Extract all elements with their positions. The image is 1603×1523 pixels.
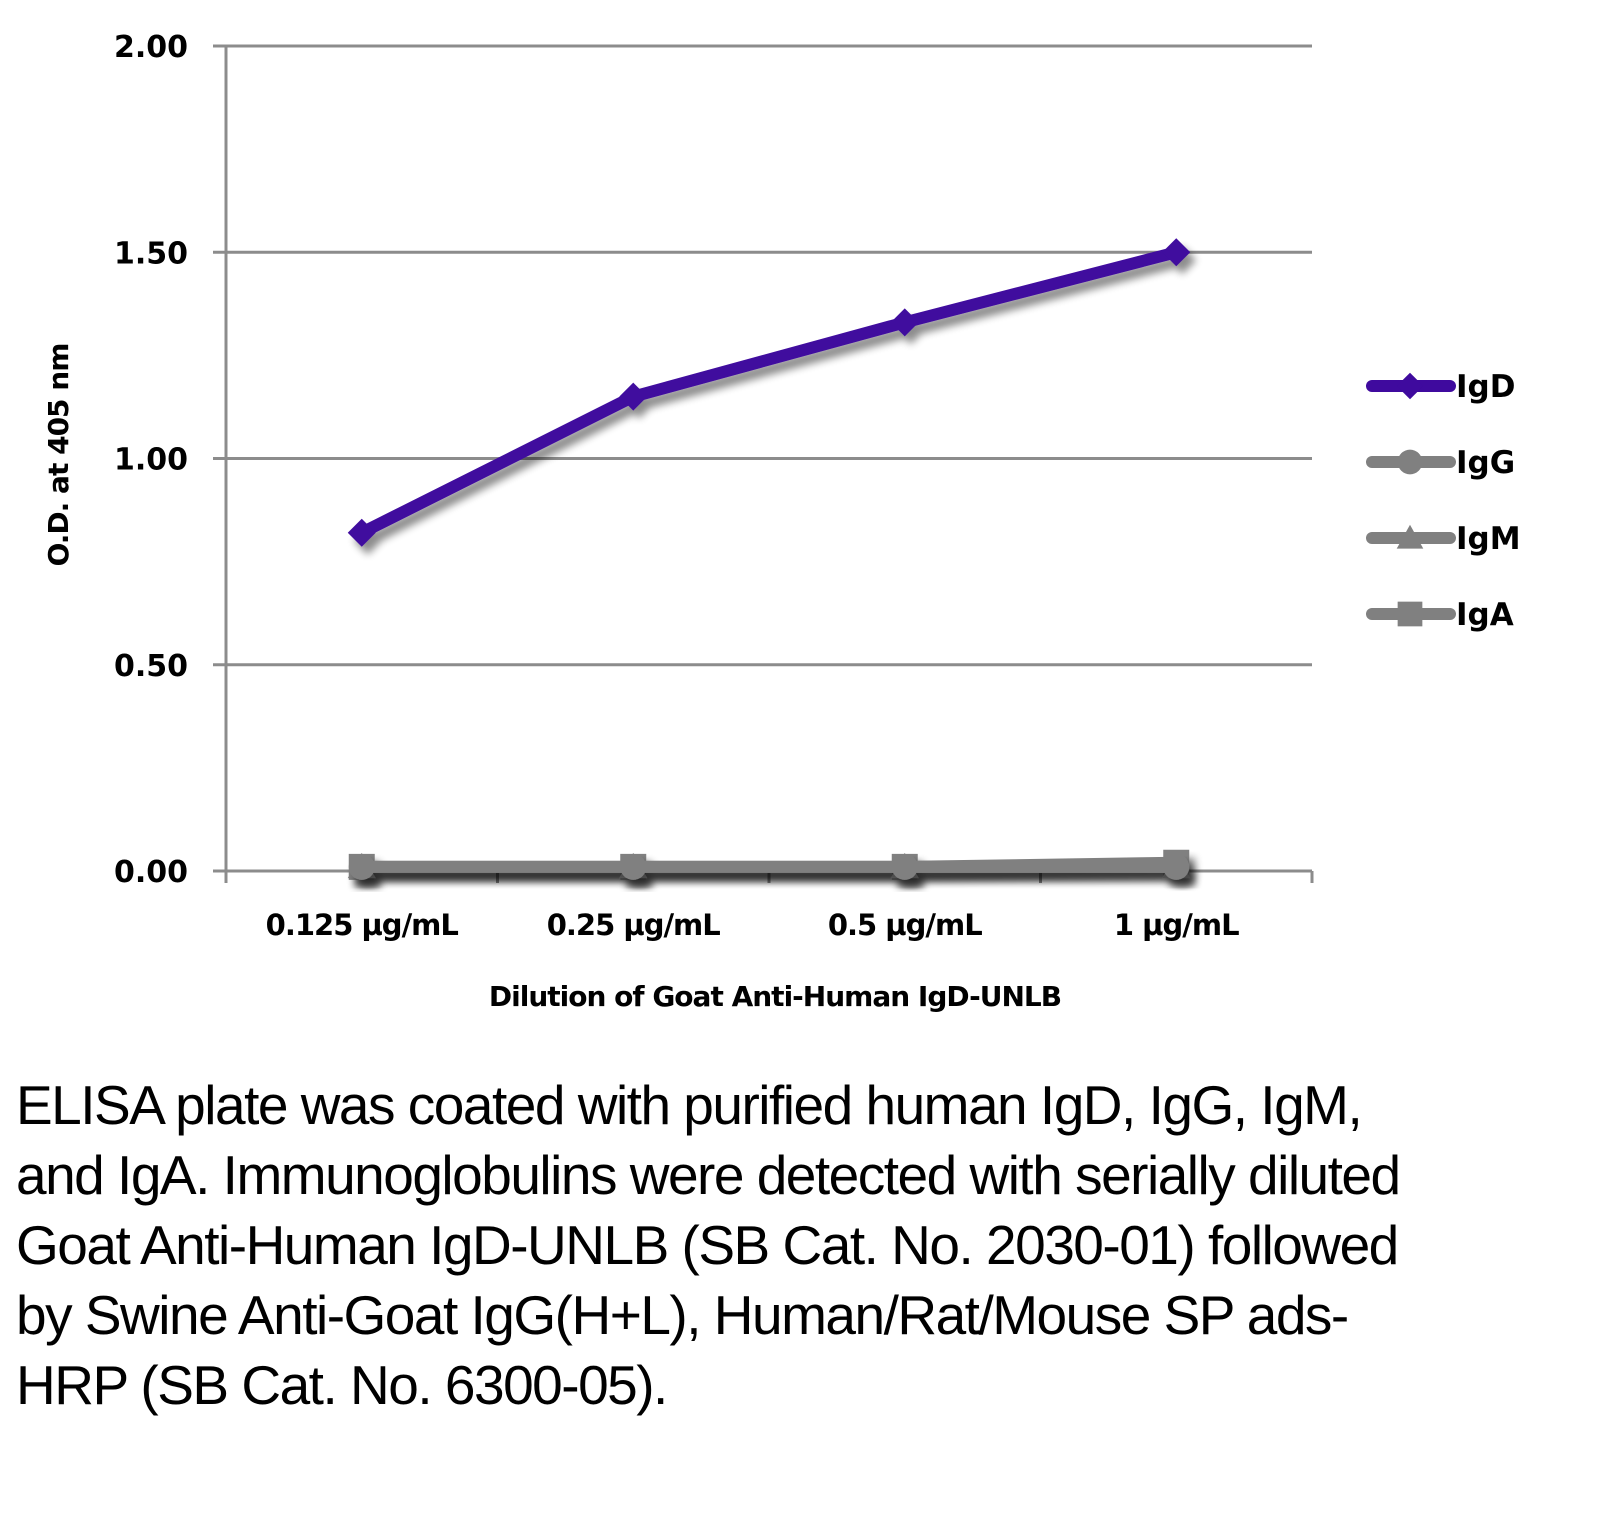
x-tick-label: 0.5 µg/mL [828,908,982,942]
series-igg [348,853,1190,880]
legend-item-iga: IgA [1366,597,1514,633]
legend-label: IgA [1456,597,1514,633]
legend-item-igm: IgM [1366,521,1521,557]
series [347,238,1191,880]
y-tick-labels: 0.00 0.50 1.00 1.50 2.00 [114,30,188,890]
x-tick-labels: 0.125 µg/mL 0.25 µg/mL 0.5 µg/mL 1 µg/mL [266,908,1240,942]
triangle-marker [1396,524,1424,549]
legend: IgD IgG IgM IgA [1366,369,1521,633]
data-point-igd [347,518,376,547]
data-point-igg [1163,853,1190,880]
x-axis-title: Dilution of Goat Anti-Human IgD-UNLB [489,980,1061,1013]
y-tick-label: 2.00 [114,30,188,65]
data-point-igg [891,853,918,880]
series-line [355,246,1183,539]
data-point-igd [619,382,648,411]
data-point-igg [620,853,647,880]
axes [213,44,1314,883]
legend-label: IgM [1456,521,1521,557]
y-tick-label: 0.00 [114,855,188,890]
legend-item-igg: IgG [1366,445,1515,481]
y-tick-label: 1.50 [114,236,188,271]
circle-marker [1397,449,1423,475]
x-tick-label: 0.25 µg/mL [547,908,721,942]
x-tick-label: 1 µg/mL [1114,908,1239,942]
x-tick-label: 0.125 µg/mL [266,908,459,942]
y-tick-label: 1.00 [114,443,188,478]
gridlines [226,44,1312,667]
series-igd [347,238,1191,547]
data-point-igg [348,853,375,880]
legend-label: IgG [1456,445,1515,481]
y-tick-label: 0.50 [114,649,188,684]
y-axis-title: O.D. at 405 nm [42,344,75,567]
data-point-igd [890,308,919,337]
diamond-marker [1396,372,1424,400]
elisa-line-chart: 0.00 0.50 1.00 1.50 2.00 0.125 µg/mL 0.25 µg/… [42,30,1521,1013]
data-point-igd [1162,238,1191,267]
legend-label: IgD [1456,369,1515,405]
square-marker [1397,601,1423,627]
figure-caption: ELISA plate was coated with purified hum… [16,1074,1401,1416]
legend-item-igd: IgD [1366,369,1515,405]
